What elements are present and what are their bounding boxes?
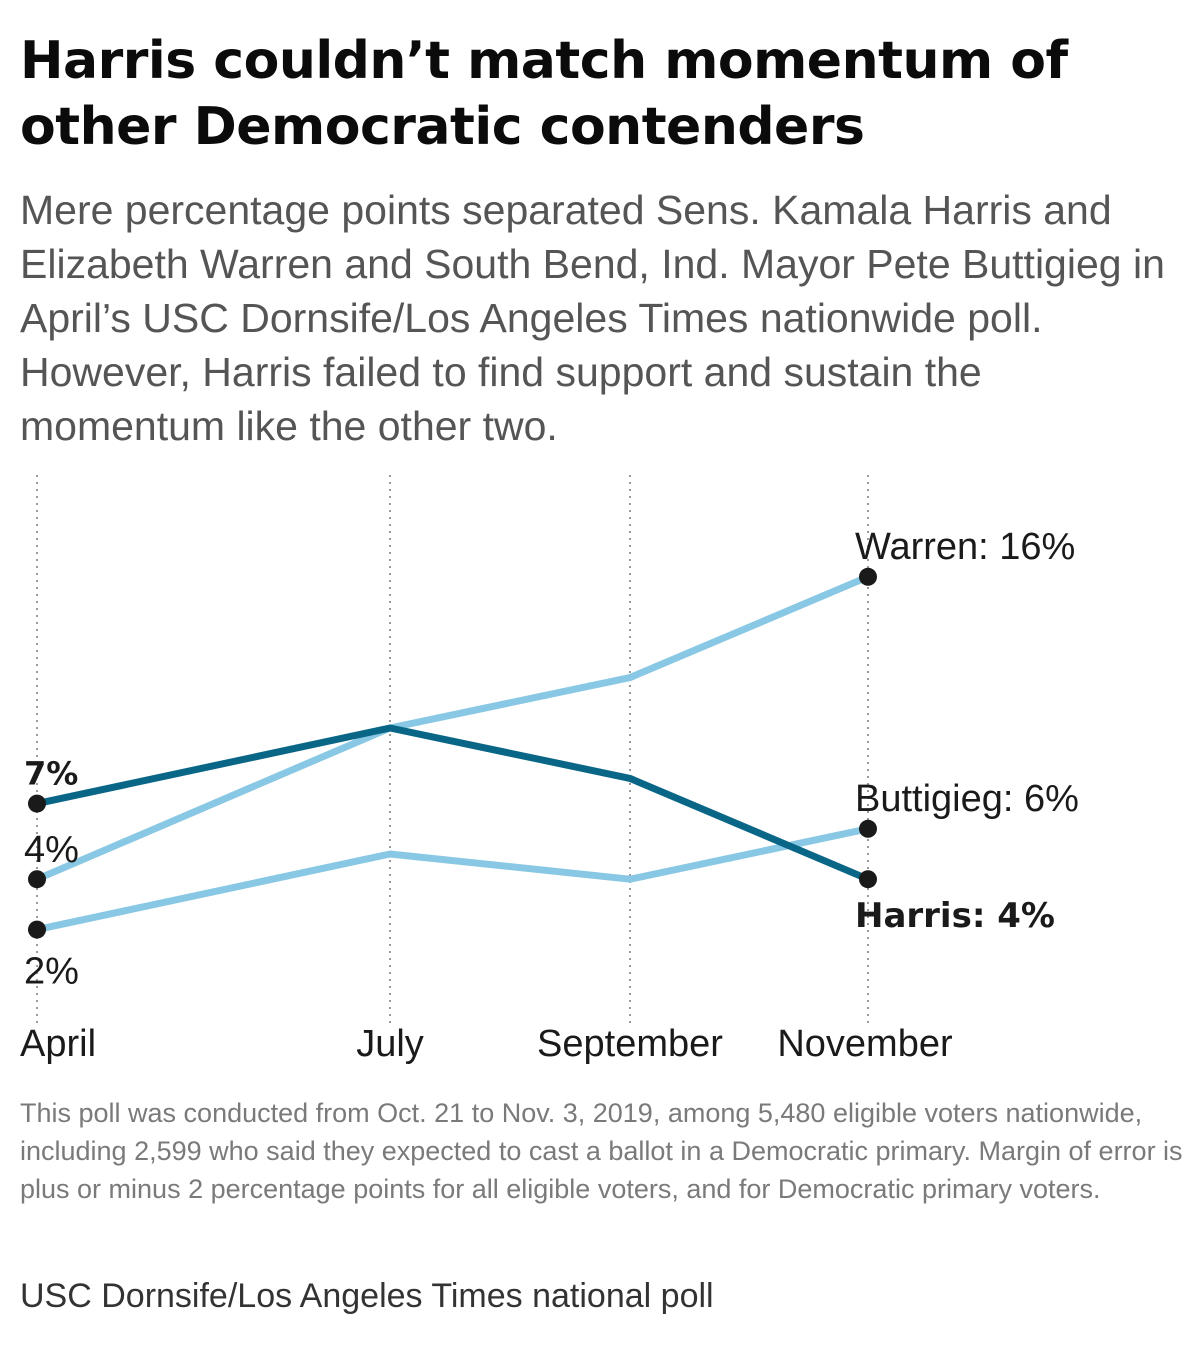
chart-title: Harris couldn’t match momentum of other … [20, 31, 1068, 157]
series-line-harris [36, 724, 870, 883]
point-harris-november [859, 870, 877, 889]
series-line-warren [35, 573, 870, 883]
end-label-harris: Harris: 4% [855, 896, 1055, 936]
point-warren-april [28, 870, 46, 889]
tick-label-april: April [20, 1023, 96, 1065]
data-points [28, 567, 877, 939]
source-credit: USC Dornsife/Los Angeles Times national … [20, 1277, 714, 1315]
end-label-buttigieg: Buttigieg: 6% [855, 778, 1079, 820]
tick-label-july: July [356, 1023, 424, 1065]
point-harris-april [28, 794, 46, 813]
start-label-buttigieg: 2% [24, 951, 79, 993]
end-label-warren: Warren: 16% [855, 526, 1075, 568]
x-axis: April July September November [20, 1023, 953, 1065]
line-chart: 4% Warren: 16% 7% Harris: 4% 2% Buttigieg: 6%… [20, 475, 1079, 1065]
start-label-harris: 7% [24, 755, 78, 793]
point-warren-november [859, 567, 877, 586]
point-buttigieg-april [28, 920, 46, 939]
data-labels: 4% Warren: 16% 7% Harris: 4% 2% Buttigieg: 6% [24, 526, 1079, 993]
series-line-buttigieg [36, 825, 869, 934]
point-buttigieg-november [859, 819, 877, 838]
methodology-note: This poll was conducted from Oct. 21 to … [20, 1098, 1183, 1204]
start-label-warren: 4% [24, 829, 79, 871]
series-lines [35, 573, 870, 934]
gridlines [36, 475, 869, 1025]
tick-label-november: November [777, 1023, 953, 1065]
chart-subtitle: Mere percentage points separated Sens. K… [20, 187, 1165, 449]
tick-label-september: September [537, 1023, 723, 1065]
